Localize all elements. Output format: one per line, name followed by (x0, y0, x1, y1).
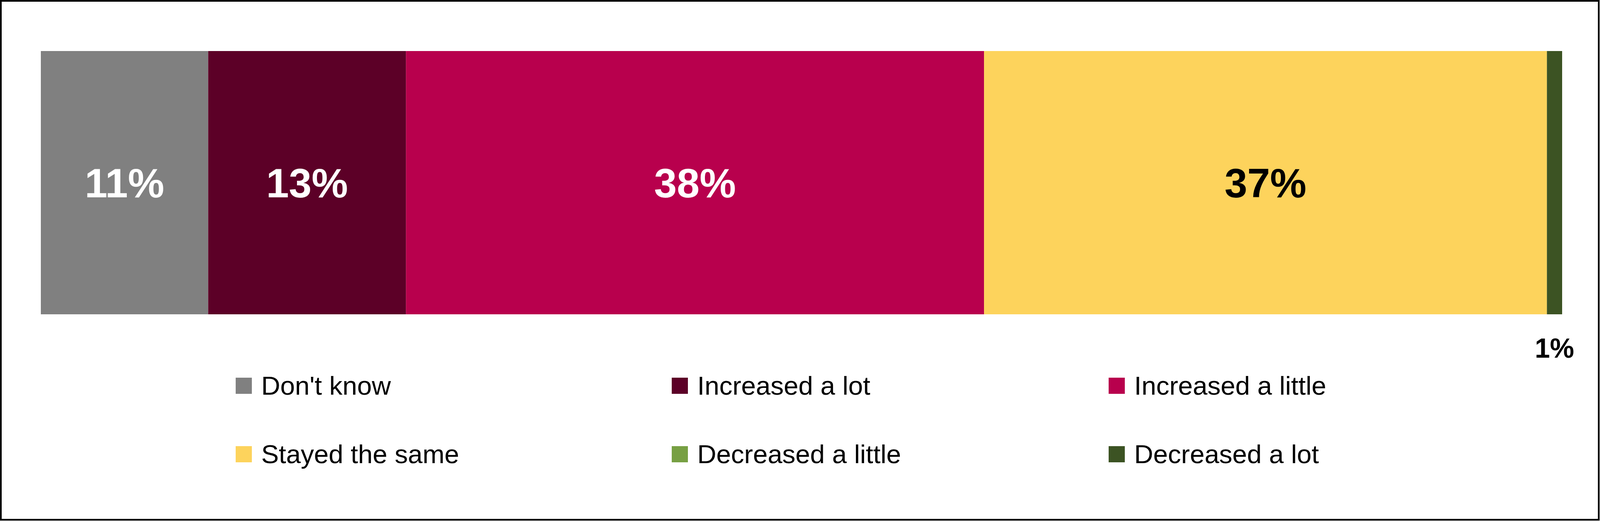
bar-segment (40, 51, 209, 315)
legend: Don't know Increased a lot Increased a lit… (235, 370, 1327, 469)
legend-label: Don't know (261, 370, 391, 401)
bars (40, 51, 1563, 315)
legend-swatch (1108, 377, 1125, 394)
data-label: 37% (1224, 160, 1307, 206)
frame (0, 0, 1599, 520)
legend-swatch (1108, 446, 1125, 463)
data-label: 38% (654, 160, 736, 206)
legend-swatch (671, 446, 688, 463)
legend-swatch (235, 377, 252, 394)
chart-svg: 11% 13% 38% 37% 1% Don't know Increased a lot I… (0, 0, 1600, 521)
legend-swatch (235, 446, 252, 463)
data-label: 11% (84, 160, 165, 206)
legend-label: Increased a little (1134, 370, 1327, 401)
legend-label: Increased a lot (697, 370, 871, 401)
legend-swatch (671, 377, 688, 394)
chart-root: 11% 13% 38% 37% 1% Don't know Increased a lot I… (0, 0, 1600, 521)
bar-segment (983, 51, 1547, 315)
legend-label: Decreased a lot (1134, 439, 1319, 469)
bar-segment (405, 51, 984, 315)
data-label: 13% (266, 160, 348, 206)
data-labels: 11% 13% 38% 37% 1% (84, 160, 1575, 365)
bar-segment (208, 51, 406, 315)
legend-label: Decreased a little (697, 439, 902, 469)
data-label: 1% (1534, 333, 1575, 364)
legend-label: Stayed the same (261, 439, 460, 469)
bar-segment (1546, 51, 1563, 315)
